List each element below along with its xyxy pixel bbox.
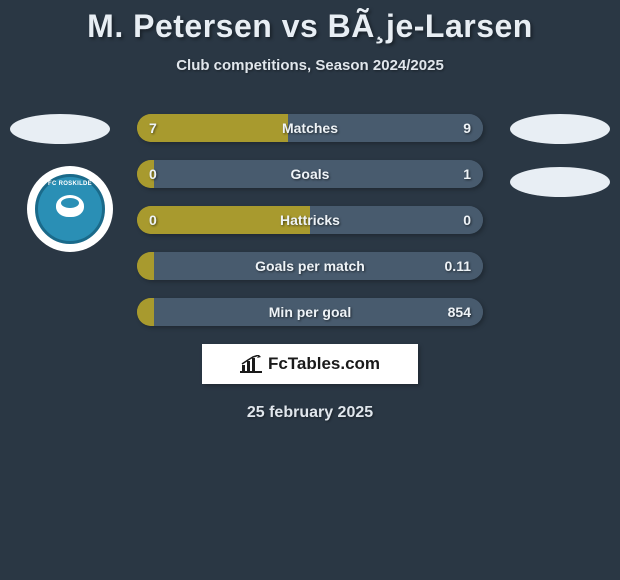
stat-value-left: 0	[149, 160, 157, 188]
stat-value-right: 0	[463, 206, 471, 234]
player-right-logo-placeholder-2	[510, 167, 610, 197]
club-badge-left: FC ROSKILDE	[27, 166, 113, 252]
comparison-title: M. Petersen vs BÃ¸je-Larsen	[0, 0, 620, 45]
branding-text: FcTables.com	[268, 354, 380, 374]
date-text: 25 february 2025	[0, 404, 620, 422]
stat-label: Min per goal	[137, 298, 483, 326]
club-badge-inner: FC ROSKILDE	[35, 174, 105, 244]
stat-label: Matches	[137, 114, 483, 142]
stat-row: Goals per match0.11	[137, 252, 483, 280]
comparison-subtitle: Club competitions, Season 2024/2025	[0, 57, 620, 74]
stat-label: Goals per match	[137, 252, 483, 280]
stat-row: Hattricks0 0	[137, 206, 483, 234]
chart-icon	[240, 355, 262, 373]
stat-value-right: 1	[463, 160, 471, 188]
stat-bars: Matches79Goals01Hattricks00Goals per mat…	[137, 114, 483, 326]
stat-row: Min per goal854	[137, 298, 483, 326]
stat-row: Matches7 9	[137, 114, 483, 142]
stat-label: Goals	[137, 160, 483, 188]
stat-value-left: 0	[149, 206, 157, 234]
stat-row: Goals0 1	[137, 160, 483, 188]
stat-label: Hattricks	[137, 206, 483, 234]
player-right-logo-placeholder-1	[510, 114, 610, 144]
club-badge-text: FC ROSKILDE	[48, 181, 92, 187]
stat-value-right: 9	[463, 114, 471, 142]
stat-value-left: 7	[149, 114, 157, 142]
content-area: FC ROSKILDE Matches79Goals01Hattricks00G…	[0, 114, 620, 422]
player-left-logo-placeholder	[10, 114, 110, 144]
branding-box[interactable]: FcTables.com	[202, 344, 418, 384]
stat-value-right: 854	[448, 298, 471, 326]
stat-value-right: 0.11	[445, 252, 471, 280]
